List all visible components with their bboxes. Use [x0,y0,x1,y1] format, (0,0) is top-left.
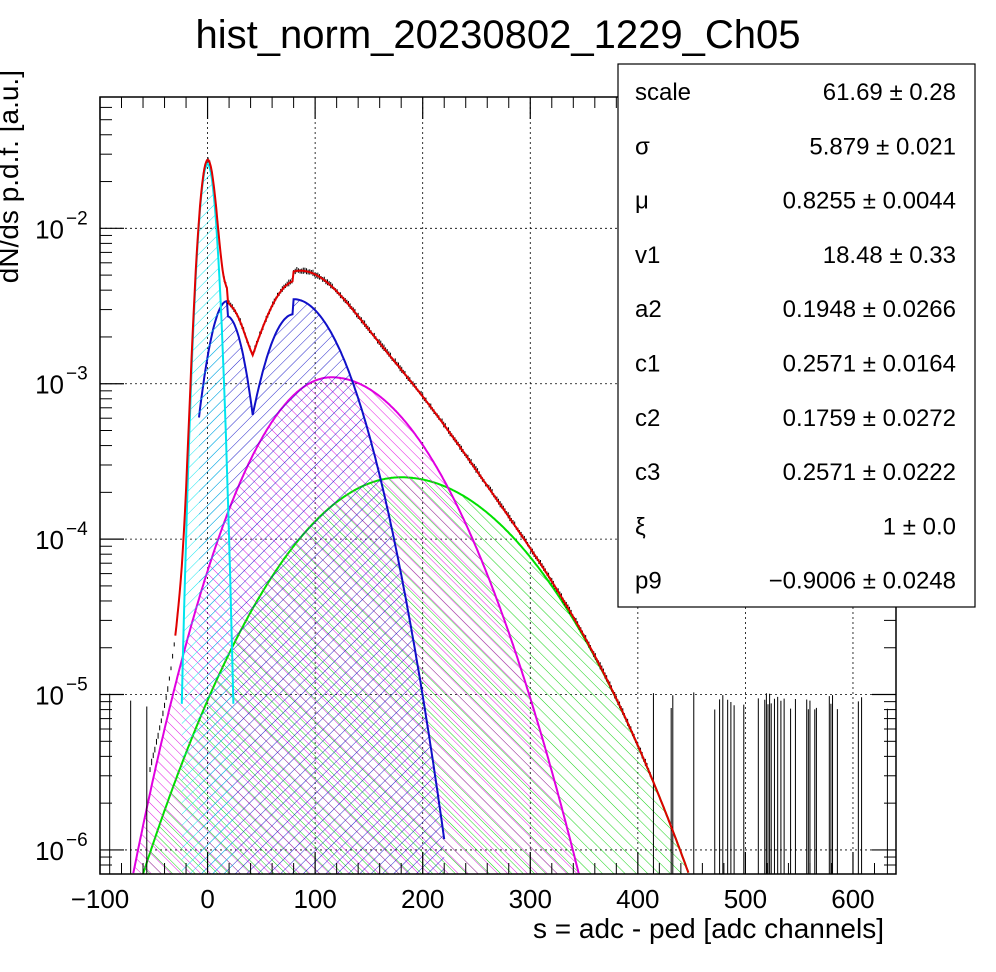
fit-param-value: 0.8255 ± 0.0044 [783,188,956,215]
fit-param-value: 18.48 ± 0.33 [823,242,956,269]
fit-param-name: p9 [635,568,662,595]
fit-param-name: c2 [635,405,660,432]
fit-param-name: scale [635,79,691,106]
y-tick-label: 10 [35,525,64,555]
fit-param-value: 0.2571 ± 0.0164 [783,351,956,378]
fit-param-value: 0.1948 ± 0.0266 [783,296,956,323]
fit-param-name: a2 [635,296,662,323]
x-tick-label: 300 [509,884,552,914]
fit-param-value: 61.69 ± 0.28 [823,79,956,106]
x-axis-title: s = adc - ped [adc channels] [533,913,884,944]
fit-param-value: 0.2571 ± 0.0222 [783,459,956,486]
fit-param-name: c1 [635,351,660,378]
x-tick-label: −100 [71,884,130,914]
x-tick-label: 400 [616,884,659,914]
fit-param-name: σ [635,133,650,160]
fit-param-name: v1 [635,242,660,269]
y-axis-title: dN/ds p.d.f. [a.u.] [0,70,24,283]
x-tick-label: 600 [831,884,874,914]
fit-param-name: c3 [635,459,660,486]
stats-box-frame [617,63,976,608]
x-tick-label: 100 [293,884,336,914]
fit-param-name: μ [635,188,649,215]
y-tick-label: 10 [35,836,64,866]
fit-stats-box: scale 61.69 ± 0.28 σ 5.879 ± 0.021 μ 0.8255 ±… [617,63,976,608]
chart-title: hist_norm_20230802_1229_Ch05 [196,13,801,57]
plot-area [109,157,888,874]
y-tick-exponent: −3 [66,364,88,385]
y-tick-exponent: −5 [66,675,88,696]
y-tick-label: 10 [35,681,64,711]
total-fit-line [174,158,690,874]
y-tick-exponent: −4 [66,519,88,540]
x-tick-label: 0 [200,884,214,914]
y-tick-exponent: −6 [66,830,88,851]
x-tick-label: 200 [401,884,444,914]
blue-component-line [198,298,446,840]
fit-param-name: ξ [635,513,646,540]
blue-component-fill [198,299,445,874]
fit-param-value: 0.1759 ± 0.0272 [783,405,956,432]
fit-param-value: −0.9006 ± 0.0248 [769,568,956,595]
y-tick-label: 10 [35,214,64,244]
y-tick-exponent: −2 [66,208,88,229]
fit-param-value: 1 ± 0.0 [883,513,956,540]
x-tick-label: 500 [724,884,767,914]
cyan-component-fill [181,163,234,874]
y-tick-label: 10 [35,370,64,400]
fit-param-value: 5.879 ± 0.021 [809,133,956,160]
